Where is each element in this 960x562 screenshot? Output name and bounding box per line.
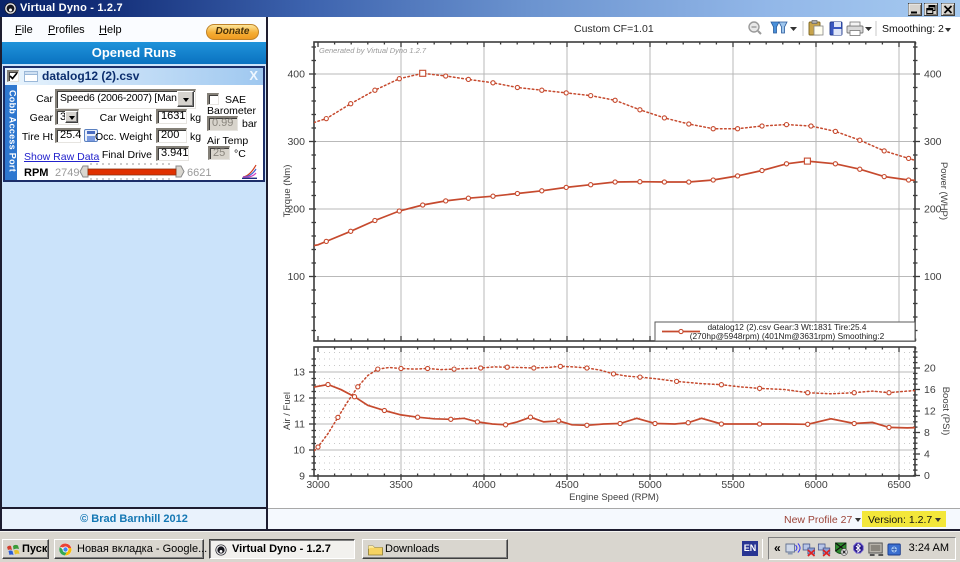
svg-text:100: 100 bbox=[287, 271, 305, 283]
svg-text:Engine Speed (RPM): Engine Speed (RPM) bbox=[569, 492, 659, 503]
svg-text:100: 100 bbox=[924, 271, 942, 283]
svg-text:0: 0 bbox=[924, 470, 930, 482]
svg-text:200: 200 bbox=[924, 204, 942, 216]
svg-text:3000: 3000 bbox=[306, 479, 330, 491]
svg-text:20: 20 bbox=[924, 363, 936, 375]
svg-text:4000: 4000 bbox=[472, 479, 496, 491]
svg-text:4: 4 bbox=[924, 449, 930, 461]
svg-text:400: 400 bbox=[924, 69, 942, 81]
svg-text:Generated by Virtual Dyno 1.2.: Generated by Virtual Dyno 1.2.7 bbox=[319, 46, 427, 55]
svg-text:400: 400 bbox=[287, 69, 305, 81]
svg-text:12: 12 bbox=[924, 406, 936, 418]
svg-text:datalog12 (2).csv Gear:3 Wt:18: datalog12 (2).csv Gear:3 Wt:1831 Tire:25… bbox=[707, 322, 866, 332]
svg-text:6000: 6000 bbox=[804, 479, 828, 491]
svg-text:8: 8 bbox=[924, 427, 930, 439]
svg-text:16: 16 bbox=[924, 384, 936, 396]
svg-text:200: 200 bbox=[287, 204, 305, 216]
svg-text:Torque (Nm): Torque (Nm) bbox=[282, 165, 293, 218]
svg-text:5000: 5000 bbox=[638, 479, 662, 491]
svg-text:Boost (PSI): Boost (PSI) bbox=[940, 387, 951, 436]
svg-text:Power (WHP): Power (WHP) bbox=[938, 162, 949, 220]
svg-text:13: 13 bbox=[293, 367, 305, 379]
svg-text:12: 12 bbox=[293, 393, 305, 405]
svg-text:10: 10 bbox=[293, 445, 305, 457]
svg-text:(270hp@5948rpm) (401Nm@3631rpm: (270hp@5948rpm) (401Nm@3631rpm) Smoothin… bbox=[690, 331, 885, 341]
svg-text:4500: 4500 bbox=[555, 479, 579, 491]
svg-text:Air / Fuel: Air / Fuel bbox=[282, 392, 293, 430]
svg-text:300: 300 bbox=[287, 136, 305, 148]
svg-text:6500: 6500 bbox=[887, 479, 911, 491]
svg-text:9: 9 bbox=[299, 471, 305, 483]
svg-text:3500: 3500 bbox=[389, 479, 413, 491]
svg-text:300: 300 bbox=[924, 136, 942, 148]
svg-text:11: 11 bbox=[294, 419, 305, 431]
svg-text:5500: 5500 bbox=[721, 479, 745, 491]
